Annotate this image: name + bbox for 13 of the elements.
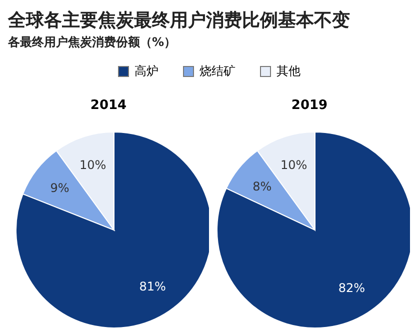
data-label: 82% bbox=[338, 280, 365, 295]
chart-title: 全球各主要焦炭最终用户消费比例基本不变 bbox=[8, 9, 351, 32]
data-label: 10% bbox=[78, 158, 106, 172]
legend-label: 烧结矿 bbox=[198, 63, 236, 80]
text: 2019 bbox=[291, 98, 328, 113]
data-label: 9% bbox=[50, 180, 69, 195]
chart-subtitle: 各最终用户焦炭消费份额（%） bbox=[8, 34, 178, 51]
legend-label: 高炉 bbox=[134, 63, 158, 80]
data-label: 10% bbox=[280, 158, 307, 172]
text: 2014 bbox=[90, 98, 127, 113]
data-label: 8% bbox=[252, 179, 272, 194]
data-label: 81% bbox=[138, 280, 166, 294]
legend-label: 其他 bbox=[276, 63, 300, 80]
